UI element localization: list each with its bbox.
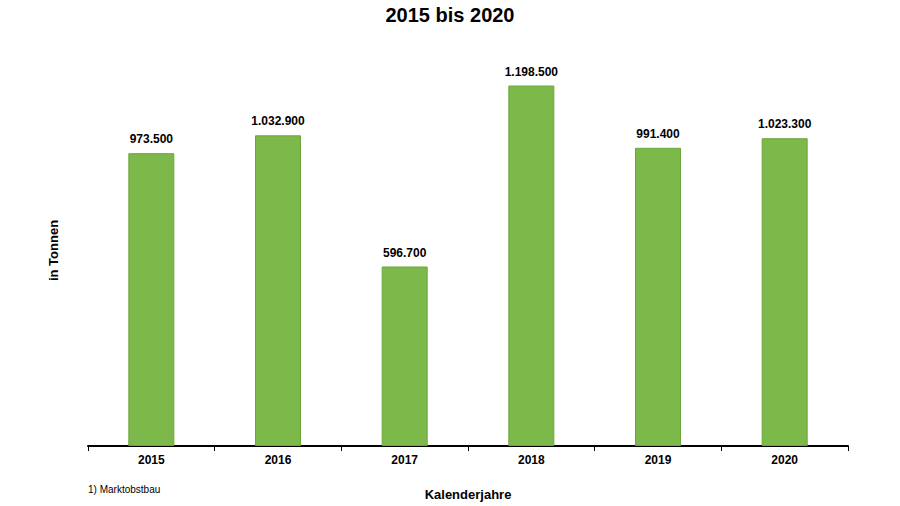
- svg-text:1) Marktobstbau: 1) Marktobstbau: [88, 484, 160, 495]
- svg-text:2018: 2018: [518, 453, 545, 467]
- svg-text:in Tonnen: in Tonnen: [46, 220, 61, 281]
- svg-text:1.198.500: 1.198.500: [505, 65, 559, 79]
- svg-text:Kalenderjahre: Kalenderjahre: [425, 487, 512, 502]
- svg-text:2016: 2016: [265, 453, 292, 467]
- svg-text:2017: 2017: [391, 453, 418, 467]
- svg-text:1.023.300: 1.023.300: [758, 117, 812, 131]
- svg-text:2015: 2015: [138, 453, 165, 467]
- svg-text:2019: 2019: [645, 453, 672, 467]
- svg-text:1.032.900: 1.032.900: [251, 114, 305, 128]
- svg-text:2015 bis 2020: 2015 bis 2020: [386, 4, 515, 26]
- svg-text:991.400: 991.400: [636, 127, 680, 141]
- svg-text:973.500: 973.500: [130, 132, 174, 146]
- svg-text:2020: 2020: [771, 453, 798, 467]
- svg-text:596.700: 596.700: [383, 246, 427, 260]
